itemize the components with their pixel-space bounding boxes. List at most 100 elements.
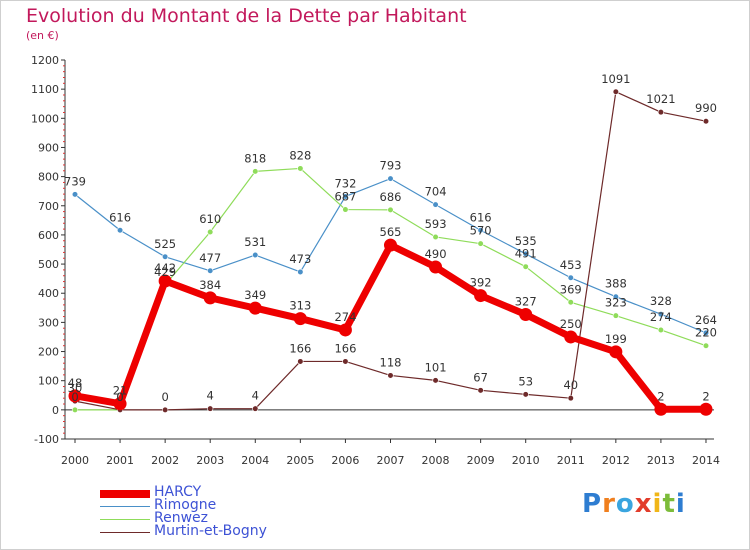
y-tick-label: 900 xyxy=(38,141,59,154)
proxiti-logo: Proxiti xyxy=(582,489,686,519)
x-tick-label: 2003 xyxy=(196,454,224,467)
data-point xyxy=(477,240,484,247)
y-tick-label: 400 xyxy=(38,287,59,300)
data-label: 473 xyxy=(289,252,311,266)
data-label: 491 xyxy=(515,247,537,261)
data-point xyxy=(522,250,529,257)
y-tick-label: 700 xyxy=(38,200,59,213)
data-label: 793 xyxy=(380,159,402,173)
logo-letter: t xyxy=(662,489,676,519)
data-label: 369 xyxy=(560,282,582,296)
data-label: 323 xyxy=(605,296,627,310)
data-point xyxy=(657,311,665,318)
data-label: 565 xyxy=(380,225,402,239)
data-point xyxy=(207,405,214,412)
data-label: 616 xyxy=(470,210,492,224)
data-point xyxy=(342,358,349,365)
data-label: 48 xyxy=(68,376,83,390)
data-label: 384 xyxy=(199,278,221,292)
data-point xyxy=(207,228,214,236)
data-point xyxy=(564,330,578,344)
x-tick-label: 2011 xyxy=(557,454,585,467)
legend-label: Murtin-et-Bogny xyxy=(154,523,267,539)
data-label: 570 xyxy=(470,224,492,238)
data-label: 990 xyxy=(695,101,717,115)
data-point xyxy=(342,206,349,213)
y-axis-unit: (en €) xyxy=(26,29,59,42)
data-point xyxy=(654,402,668,416)
x-tick-label: 2010 xyxy=(512,454,540,467)
x-tick-label: 2013 xyxy=(647,454,675,467)
data-point xyxy=(293,312,307,326)
data-point xyxy=(162,253,169,260)
data-point xyxy=(387,175,394,182)
x-tick-label: 2009 xyxy=(467,454,495,467)
x-tick-label: 2004 xyxy=(241,454,269,467)
data-label: 349 xyxy=(244,288,266,302)
data-label: 739 xyxy=(64,174,86,188)
data-label: 264 xyxy=(695,313,717,327)
data-label: 166 xyxy=(289,341,311,355)
data-label: 118 xyxy=(380,355,402,369)
y-tick-label: 1100 xyxy=(31,83,59,96)
data-label: 525 xyxy=(154,237,176,251)
data-point xyxy=(474,289,488,303)
data-label: 392 xyxy=(470,276,492,290)
data-point xyxy=(612,293,619,300)
x-tick-label: 2002 xyxy=(151,454,179,467)
data-point xyxy=(702,342,710,349)
data-point xyxy=(207,267,214,274)
data-point xyxy=(252,168,259,175)
data-label: 0 xyxy=(161,390,168,404)
data-label: 274 xyxy=(650,310,672,324)
data-point xyxy=(702,118,710,125)
data-point xyxy=(702,329,710,336)
data-point xyxy=(203,291,217,305)
data-point xyxy=(116,227,124,234)
data-point xyxy=(567,274,574,281)
data-point xyxy=(387,206,394,213)
data-point xyxy=(657,326,665,334)
data-label: 313 xyxy=(289,299,311,313)
data-point xyxy=(297,165,304,172)
data-label: 616 xyxy=(109,210,131,224)
x-tick-label: 2014 xyxy=(692,454,720,467)
logo-letter: x xyxy=(634,489,653,519)
data-label: 1021 xyxy=(646,92,675,106)
legend-label: Rimogne xyxy=(154,497,217,513)
data-point xyxy=(162,406,169,413)
legend-label: HARCY xyxy=(154,484,202,500)
data-label: 0 xyxy=(116,390,123,404)
data-label: 442 xyxy=(154,261,176,275)
data-point xyxy=(519,308,533,322)
legend-swatch xyxy=(100,518,150,521)
data-point xyxy=(297,358,304,365)
data-label: 490 xyxy=(425,247,447,261)
data-label: 274 xyxy=(334,310,356,324)
data-label: 593 xyxy=(425,217,447,231)
data-label: 2 xyxy=(702,389,709,403)
data-label: 199 xyxy=(605,332,627,346)
data-point xyxy=(71,191,79,198)
data-label: 250 xyxy=(560,317,582,331)
data-point xyxy=(248,301,262,315)
data-point xyxy=(252,251,259,259)
x-tick-label: 2005 xyxy=(286,454,314,467)
data-point xyxy=(113,397,127,411)
data-point xyxy=(68,389,82,403)
chart-title: Evolution du Montant de la Dette par Hab… xyxy=(26,5,467,27)
logo-letter: P xyxy=(582,489,603,519)
y-tick-label: 600 xyxy=(38,229,59,242)
data-point xyxy=(432,377,439,384)
logo-letter: i xyxy=(652,489,663,519)
data-label: 40 xyxy=(563,378,578,392)
data-label: 687 xyxy=(334,190,356,204)
x-tick-label: 2012 xyxy=(602,454,630,467)
data-label: 30 xyxy=(68,381,83,395)
data-label: 610 xyxy=(199,212,221,226)
data-point xyxy=(252,405,259,412)
data-label: 828 xyxy=(289,148,311,162)
data-label: 535 xyxy=(515,234,537,248)
x-tick-label: 2000 xyxy=(61,454,89,467)
